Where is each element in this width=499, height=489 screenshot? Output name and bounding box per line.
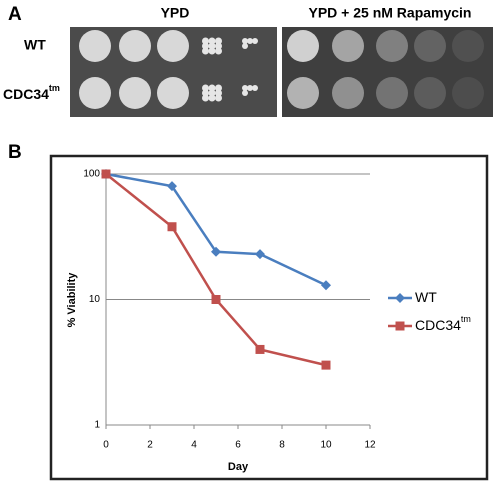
x-tick-label: 0: [103, 440, 109, 451]
colony-spot: [79, 77, 111, 109]
colony: [202, 37, 209, 45]
row-label-sup: tm: [49, 83, 60, 93]
colony-spot: [414, 30, 446, 62]
marker: [167, 181, 177, 192]
colony-spot: [332, 30, 364, 62]
x-tick-label: 2: [147, 440, 153, 451]
colony-spot: [332, 77, 364, 109]
row-label: WT: [24, 37, 46, 53]
row-label: CDC34tm: [3, 83, 60, 101]
x-axis-label: Day: [228, 461, 249, 473]
series-line: [105, 172, 327, 287]
colony-spot: [414, 77, 446, 109]
marker: [395, 293, 405, 303]
colony: [215, 47, 222, 55]
legend-name: WT: [415, 289, 437, 305]
colony: [208, 37, 216, 45]
marker: [101, 169, 111, 179]
marker: [321, 280, 331, 291]
colony-spot: [452, 77, 484, 109]
colony: [215, 89, 222, 97]
colony: [242, 85, 248, 91]
plate-title: YPD: [161, 5, 190, 21]
colony-spot: [376, 30, 408, 62]
marker: [211, 295, 221, 304]
colony-spot: [119, 30, 151, 62]
marker: [255, 249, 265, 260]
colony: [242, 90, 248, 96]
colony: [208, 84, 216, 92]
legend-name: CDC34: [415, 317, 461, 333]
colony-spot: [79, 30, 111, 62]
colony: [202, 94, 209, 102]
colony: [242, 38, 248, 44]
y-tick-label: 100: [83, 169, 100, 180]
row-label-base: CDC34: [3, 86, 49, 102]
colony: [215, 42, 222, 50]
colony: [242, 43, 248, 49]
x-tick-label: 6: [235, 440, 241, 451]
colony: [252, 85, 258, 91]
colony-spot: [452, 30, 484, 62]
plate-title: YPD + 25 nM Rapamycin: [308, 5, 471, 21]
colony: [208, 42, 216, 50]
colony: [252, 38, 258, 44]
x-tick-label: 8: [279, 440, 285, 451]
x-tick-label: 10: [320, 440, 332, 451]
marker: [211, 246, 221, 257]
y-tick-label: 1: [94, 420, 100, 431]
colony-spot: [157, 77, 189, 109]
y-axis-label: % Viability: [66, 272, 78, 328]
colony: [247, 85, 253, 91]
panel-label: B: [8, 142, 22, 163]
panel-label: A: [8, 4, 22, 25]
colony-spot: [119, 77, 151, 109]
colony-spot: [287, 77, 319, 109]
marker: [321, 360, 331, 370]
legend-sup: tm: [461, 314, 471, 324]
colony: [215, 94, 222, 102]
marker: [395, 321, 405, 331]
colony: [215, 84, 222, 92]
colony: [202, 42, 209, 50]
colony: [247, 38, 253, 44]
colony-spot: [376, 77, 408, 109]
y-tick-label: 10: [89, 294, 101, 305]
legend-label: WT: [415, 289, 437, 305]
colony-spot: [157, 30, 189, 62]
marker: [255, 344, 265, 354]
colony: [202, 84, 209, 92]
colony-spot: [287, 30, 319, 62]
colony: [208, 47, 216, 55]
colony: [215, 37, 222, 45]
chart-frame: [49, 154, 489, 481]
colony: [202, 89, 209, 97]
x-tick-label: 12: [364, 440, 376, 451]
colony: [208, 94, 216, 102]
x-tick-label: 4: [191, 440, 197, 451]
colony: [208, 89, 216, 97]
colony: [202, 47, 209, 55]
legend-label: CDC34tm: [415, 314, 471, 332]
marker: [167, 222, 177, 232]
